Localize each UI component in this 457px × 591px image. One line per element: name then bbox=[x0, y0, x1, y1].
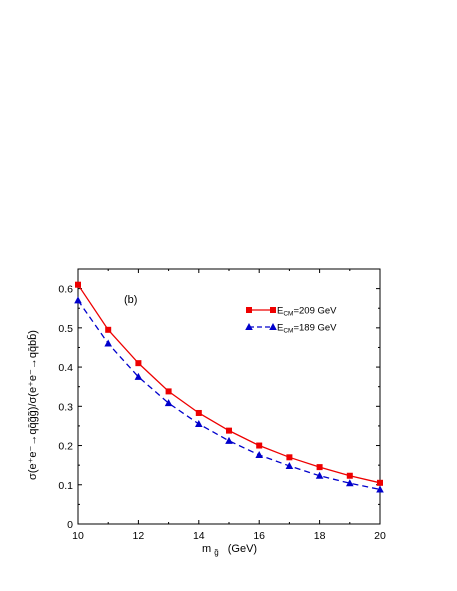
data-point bbox=[134, 372, 143, 380]
y-tick-label: 0.2 bbox=[58, 441, 73, 453]
legend-marker bbox=[245, 323, 253, 330]
legend-label-rest: =189 GeV bbox=[293, 323, 337, 334]
x-tick-label: 12 bbox=[133, 530, 145, 542]
legend-marker bbox=[270, 307, 276, 313]
legend-label: ECM=189 GeV bbox=[277, 323, 337, 335]
data-point bbox=[376, 485, 384, 493]
data-point bbox=[74, 296, 82, 304]
series-0 bbox=[75, 281, 383, 486]
legend-label-sub: CM bbox=[283, 311, 293, 318]
series-line bbox=[77, 300, 381, 491]
data-point bbox=[377, 479, 383, 486]
data-point bbox=[346, 479, 354, 487]
x-axis-ticks: 10 12 14 16 18 20 bbox=[72, 269, 386, 542]
data-point bbox=[286, 454, 293, 461]
data-point bbox=[105, 326, 112, 333]
legend-label: ECM=209 GeV bbox=[277, 306, 337, 318]
x-axis-label-main: m bbox=[202, 543, 211, 555]
data-point bbox=[195, 419, 203, 427]
data-point bbox=[285, 461, 294, 469]
panel-label: (b) bbox=[124, 294, 137, 306]
x-tick-label: 16 bbox=[253, 530, 265, 542]
y-tick-label: 0.3 bbox=[58, 401, 73, 413]
data-point bbox=[256, 442, 263, 449]
legend-label-main: E bbox=[277, 306, 283, 317]
x-tick-label: 18 bbox=[314, 530, 326, 542]
data-point bbox=[346, 472, 353, 479]
y-axis-label: σ(e⁺e⁻→qq̄g̃g̃)/σ(e⁺e⁻→qq̄bb̄) bbox=[26, 330, 39, 480]
y-tick-label: 0.6 bbox=[58, 284, 73, 296]
y-tick-label: 0.1 bbox=[58, 480, 73, 492]
y-tick-label: 0.5 bbox=[58, 323, 73, 335]
y-tick-label: 0.4 bbox=[58, 362, 73, 374]
series-1 bbox=[74, 296, 384, 493]
x-axis-label: m g̃ (GeV) bbox=[202, 543, 257, 558]
x-axis-label-sub: g̃ bbox=[214, 548, 219, 557]
x-axis-label-unit: (GeV) bbox=[228, 543, 257, 555]
legend-marker bbox=[246, 307, 252, 313]
data-point bbox=[164, 399, 173, 407]
legend-label-main: E bbox=[277, 323, 283, 334]
data-point bbox=[195, 409, 202, 416]
data-point bbox=[75, 281, 81, 288]
y-axis-ticks: 0 0.1 0.2 0.3 0.4 0.5 0.6 bbox=[58, 268, 380, 531]
data-point bbox=[225, 436, 233, 444]
legend-label-sub: CM bbox=[283, 328, 293, 335]
data-point bbox=[165, 388, 172, 395]
legend-label-rest: =209 GeV bbox=[293, 306, 337, 317]
data-point bbox=[104, 339, 112, 347]
x-tick-label: 20 bbox=[374, 530, 386, 542]
x-tick-label: 14 bbox=[193, 530, 205, 542]
y-tick-label: 0 bbox=[67, 519, 73, 531]
data-point bbox=[316, 464, 323, 471]
data-point bbox=[315, 471, 324, 479]
data-point bbox=[135, 360, 142, 367]
series-layer bbox=[74, 281, 384, 493]
data-point bbox=[226, 427, 232, 434]
legend-marker bbox=[269, 323, 277, 330]
x-tick-label: 10 bbox=[72, 530, 84, 542]
data-point bbox=[255, 450, 263, 458]
